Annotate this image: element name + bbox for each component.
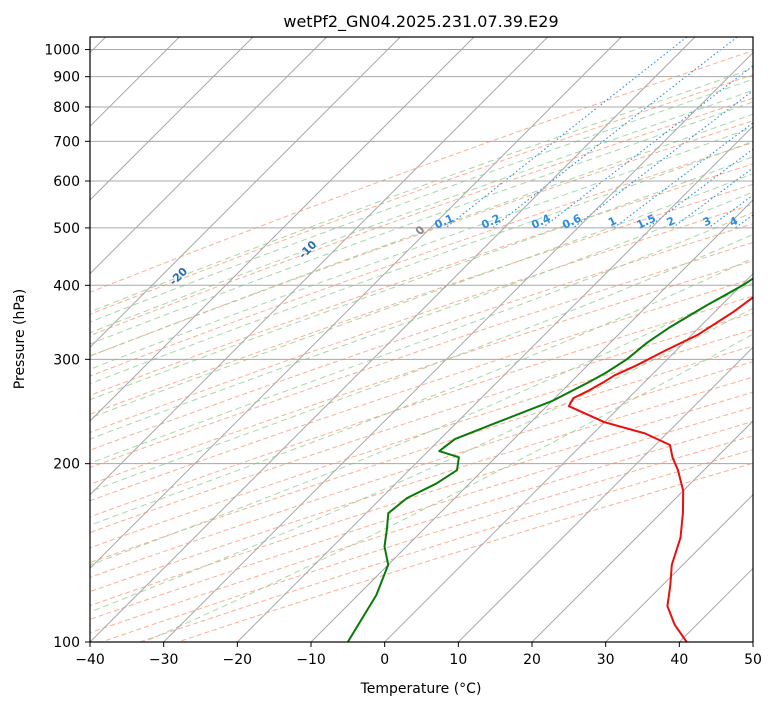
isotherm-line [90,37,622,570]
isotherm-line [163,51,753,642]
y-tick-label: 700 [53,134,80,150]
y-tick-label: 200 [53,457,80,473]
isotherm-line [531,420,753,642]
isotherm-line [90,37,475,422]
dry-adiabat-line [90,260,753,485]
x-tick-label: 0 [380,652,389,668]
x-axis: −40 −30 −20 −10 0 10 20 30 40 50 [75,642,762,668]
isotherm-line [90,37,549,496]
moist-adiabat-line [90,191,753,440]
moist-adiabat-line [90,211,753,464]
y-axis: 1000 900 800 700 600 500 400 300 200 100 [44,43,90,651]
isotherm-line [605,493,753,642]
y-tick-label: 400 [53,278,80,294]
mixing-ratio-line [492,37,738,229]
moist-adiabat-line [90,257,753,526]
mixing-ratio-line [445,37,688,229]
x-tick-label: 20 [523,652,541,668]
mixing-ratio-line [613,122,753,229]
moist-adiabat-line [90,89,753,334]
isotherm-line [90,37,328,275]
moist-adiabat-line [90,307,753,613]
x-tick-label: 40 [670,652,688,668]
moist-adiabat-line [90,173,753,419]
temperature-line [567,296,753,642]
dry-adiabat-line [90,278,753,502]
y-tick-label: 600 [53,174,80,190]
dry-adiabat-line [100,435,753,642]
dry-adiabat-line [90,329,753,549]
dry-adiabat-line [90,74,753,315]
x-tick-label: 50 [744,652,762,668]
dry-adiabat-line [90,163,753,396]
dry-adiabat-line [90,312,753,533]
x-tick-label: −20 [223,652,253,668]
isotherm-line [310,199,753,642]
mixing-ratio-lines [445,37,753,229]
isobar-gridlines [90,49,753,642]
plot-area: -100-90-80-70-60-50-40-30-20-10010203040… [90,37,753,642]
y-tick-label: 300 [53,352,80,368]
moist-adiabat-line [90,113,753,357]
moist-adiabat-line [90,140,753,385]
isotherm-line [90,37,401,349]
x-tick-label: 10 [449,652,467,668]
moist-adiabat-line [90,126,753,370]
isotherm-line [90,37,696,642]
mixing-ratio-line [542,65,753,229]
moist-adiabat-line [142,333,753,642]
y-axis-label: Pressure (hPa) [12,289,28,389]
profile-series [346,277,753,642]
isotherm-line [457,346,753,642]
plot-frame [89,36,754,643]
x-axis-label: Temperature (°C) [360,681,482,697]
y-tick-label: 500 [53,221,80,237]
dry-adiabat-line [90,97,753,337]
dry-adiabat-line [138,449,753,642]
moist-adiabat-line [90,233,753,493]
dry-adiabat-line [176,462,753,642]
y-tick-label: 1000 [44,43,80,59]
y-tick-label: 800 [53,100,80,116]
x-tick-label: −10 [296,652,326,668]
dry-adiabat-line [90,183,753,415]
y-tick-label: 900 [53,70,80,86]
x-tick-label: −30 [149,652,179,668]
isotherm-line [90,37,254,201]
dewpoint-line [346,277,753,642]
x-tick-label: −40 [75,652,105,668]
moist-adiabats [90,67,753,642]
isotherm-line [236,125,753,642]
chart-title: wetPf2_GN04.2025.231.07.39.E29 [283,12,558,32]
dry-adiabat-line [90,420,753,634]
x-tick-label: 30 [597,652,615,668]
y-tick-label: 100 [53,635,80,651]
